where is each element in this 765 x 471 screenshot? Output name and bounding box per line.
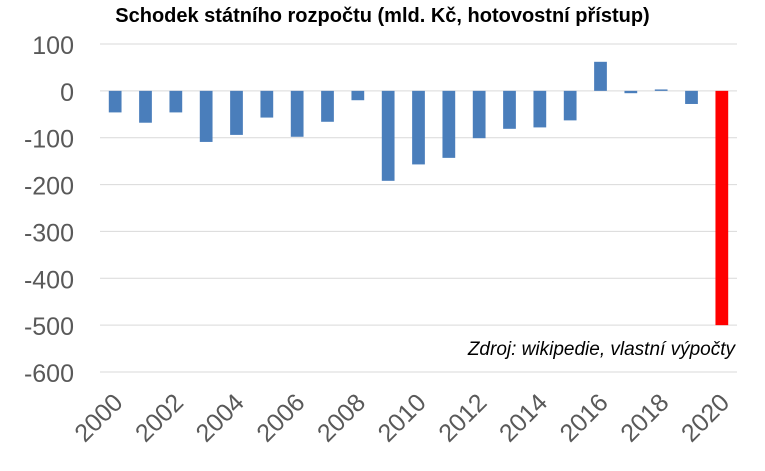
x-tick-label: 2018 [615,388,674,447]
bar-2015 [563,90,577,121]
bar-2002 [169,90,183,113]
bar-2006 [290,90,304,137]
bar-2001 [139,90,152,123]
bars [108,61,729,326]
bar-2019 [685,90,698,104]
bar-2013 [503,90,516,129]
x-tick-label: 2012 [433,388,492,447]
x-tick-label: 2020 [676,388,735,447]
y-tick-label: -600 [24,360,74,388]
y-tick-label: -200 [24,173,74,201]
x-tick-label: 2000 [69,388,128,447]
source-annotation: Zdroj: wikipedie, vlastní výpočty [467,339,735,360]
bar-2003 [199,90,213,142]
bar-2010 [412,90,425,165]
bar-2007 [321,90,334,122]
y-tick-label: -300 [24,219,74,247]
bar-2017 [624,90,638,94]
bar-2020 [715,90,729,326]
bar-2016 [594,61,607,91]
x-tick-label: 2008 [312,388,371,447]
bar-2008 [351,90,365,101]
x-axis-ticks: 2000 2002 2004 2006 2008 2010 2012 2014 2016 2018… [69,388,735,447]
x-tick-label: 2014 [494,388,553,447]
bar-2012 [472,90,486,139]
bar-2014 [533,90,547,128]
y-axis-ticks: 100 0 -100 -200 -300 -400 -500 -600 [24,32,74,388]
x-tick-label: 2010 [373,388,432,447]
y-tick-label: 0 [60,79,74,107]
bar-2009 [381,90,395,181]
chart-title: Schodek státního rozpočtu (mld. Kč, hoto… [115,5,650,27]
x-tick-label: 2002 [130,388,189,447]
bar-2005 [260,90,274,118]
x-tick-label: 2016 [555,388,614,447]
y-tick-label: -500 [24,313,74,341]
y-tick-label: -400 [24,266,74,294]
y-tick-label: 100 [32,32,74,60]
bar-2004 [230,90,243,135]
y-tick-label: -100 [24,126,74,154]
x-tick-label: 2006 [251,388,310,447]
x-tick-label: 2004 [191,388,250,447]
bar-2018 [654,89,668,91]
bar-2000 [108,90,122,113]
bar-2011 [442,90,456,158]
